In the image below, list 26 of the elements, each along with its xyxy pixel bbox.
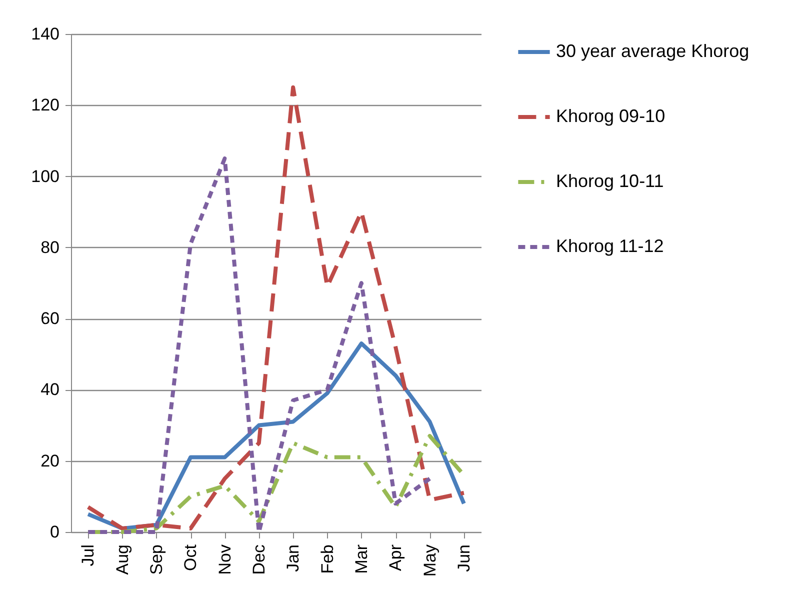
x-tick-label: Jul xyxy=(78,544,98,566)
y-tick-label: 120 xyxy=(31,96,60,115)
x-tick-label: Feb xyxy=(318,544,337,574)
x-tick-label: Oct xyxy=(181,544,200,571)
legend-label: 30 year average Khorog xyxy=(556,41,750,61)
x-tick-label: Jan xyxy=(284,544,303,572)
y-tick-label: 20 xyxy=(40,451,60,470)
y-tick-label: 80 xyxy=(40,238,60,257)
y-tick-label: 60 xyxy=(40,309,60,328)
x-tick-label: Apr xyxy=(386,544,406,571)
y-tick-label: 100 xyxy=(31,166,60,186)
legend-label: Khorog 10-11 xyxy=(556,171,664,191)
line-series xyxy=(86,85,466,530)
y-tick-label: 140 xyxy=(31,24,60,44)
x-tick-label: May xyxy=(420,544,440,577)
line-series xyxy=(86,156,432,534)
y-tick-label: 40 xyxy=(40,380,60,400)
x-tick-label: Sep xyxy=(146,544,166,575)
x-tick-label: Nov xyxy=(215,544,234,575)
y-tick-label: 0 xyxy=(50,522,60,542)
x-tick-label: Jun xyxy=(454,544,474,572)
legend-label: Khorog 11-12 xyxy=(556,236,664,256)
x-tick-label: Aug xyxy=(112,544,132,575)
legend-label: Khorog 09-10 xyxy=(556,106,666,126)
x-tick-label: Mar xyxy=(352,544,371,574)
x-tick-label: Dec xyxy=(249,544,268,575)
